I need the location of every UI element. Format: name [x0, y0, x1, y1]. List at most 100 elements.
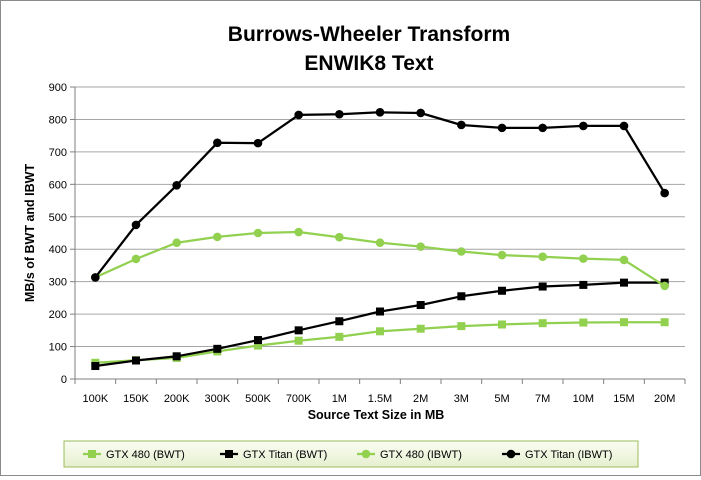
data-point: [457, 247, 466, 256]
series-line: [94, 111, 666, 279]
data-point: [660, 188, 669, 198]
x-tick-label: 700K: [286, 393, 312, 405]
x-tick-label: 10M: [573, 393, 594, 405]
legend-swatch-marker: [88, 450, 96, 458]
data-point: [619, 255, 629, 265]
data-point: [416, 242, 425, 251]
data-point: [497, 123, 507, 133]
data-point: [172, 238, 181, 248]
data-point: [457, 120, 466, 130]
data-point: [620, 278, 628, 287]
legend-box: [63, 440, 639, 468]
legend-entry: GTX 480 (IBWT): [357, 449, 462, 461]
y-tick-label: 200: [49, 309, 67, 321]
data-point: [172, 181, 181, 190]
y-tick-label: 600: [49, 179, 67, 191]
y-tick-labels: 0 100 200 300 400 500 600 700 800 900: [49, 82, 67, 386]
data-point: [375, 238, 385, 248]
data-point: [457, 292, 466, 301]
data-point: [335, 332, 344, 341]
data-point: [91, 273, 100, 282]
x-tick-label: 150K: [123, 393, 149, 405]
x-tick-label: 2M: [413, 393, 428, 405]
data-point: [416, 324, 425, 333]
series-layer: [91, 108, 669, 371]
y-tick-label: 300: [49, 277, 67, 289]
data-point: [579, 280, 588, 289]
data-point: [254, 341, 262, 350]
data-point: [376, 307, 384, 316]
chart-title-line-2: ENWIK8 Text: [304, 52, 433, 75]
data-point: [376, 327, 384, 336]
series-gtx-titan-ibwt: [91, 108, 669, 282]
data-point: [660, 281, 669, 291]
data-point: [172, 352, 181, 361]
data-point: [294, 227, 303, 237]
legend-entry: GTX Titan (BWT): [220, 449, 327, 461]
data-point: [375, 108, 385, 117]
data-point: [91, 362, 100, 371]
y-axis-title: MB/s of BWT and IBWT: [23, 164, 37, 303]
x-tick-label: 5M: [494, 393, 509, 405]
legend-swatch-marker: [506, 449, 516, 459]
data-point: [213, 232, 222, 242]
legend: GTX 480 (BWT) GTX Titan (BWT) GTX 480 (IBW…: [63, 440, 639, 468]
data-point: [416, 108, 425, 118]
legend-swatch-marker: [225, 450, 233, 458]
data-point: [213, 138, 222, 148]
data-point: [254, 336, 262, 345]
series-gtx-titan-bwt: [91, 278, 669, 371]
y-tick-label: 400: [49, 244, 67, 256]
data-point: [416, 301, 425, 310]
x-axis-title: Source Text Size in MB: [308, 408, 445, 422]
data-point: [620, 318, 628, 327]
x-tick-label: 15M: [613, 393, 634, 405]
legend-label: GTX 480 (BWT): [106, 449, 185, 461]
data-point: [253, 138, 263, 148]
data-point: [213, 344, 222, 353]
data-point: [335, 317, 344, 326]
data-point: [498, 320, 506, 329]
x-tick-label: 200K: [164, 393, 190, 405]
x-tick-label: 100K: [82, 393, 108, 405]
data-point: [538, 319, 547, 328]
data-point: [132, 356, 140, 365]
data-point: [498, 286, 506, 295]
legend-label: GTX 480 (IBWT): [380, 449, 462, 461]
data-point: [294, 326, 303, 335]
legend-entry: GTX Titan (IBWT): [502, 449, 612, 461]
data-point: [538, 282, 547, 291]
y-tick-label: 700: [49, 147, 67, 159]
data-point: [619, 121, 629, 131]
legend-entry: GTX 480 (BWT): [83, 449, 185, 461]
x-tick-label: 1M: [332, 393, 347, 405]
axes: [70, 86, 686, 384]
legend-swatch-marker: [361, 449, 371, 459]
series-line: [95, 281, 665, 368]
x-tick-label: 7M: [535, 393, 550, 405]
data-point: [579, 121, 588, 131]
x-tick-label: 500K: [245, 393, 271, 405]
series-gtx-480-ibwt: [91, 227, 669, 291]
data-point: [538, 252, 547, 261]
data-point: [131, 254, 141, 264]
x-tick-label: 1.5M: [368, 393, 392, 405]
data-point: [294, 336, 303, 345]
data-point: [335, 232, 344, 242]
data-point: [294, 110, 303, 120]
data-point: [579, 254, 588, 263]
data-point: [335, 109, 344, 119]
x-tick-label: 3M: [454, 393, 469, 405]
y-tick-label: 0: [61, 374, 67, 386]
data-point: [253, 228, 263, 238]
data-point: [131, 220, 141, 230]
data-point: [660, 318, 669, 327]
x-tick-labels: 100K 150K 200K 300K 500K 700K 1M 1.5M 2M 3M 5M 7M 10…: [82, 393, 675, 405]
y-tick-label: 500: [49, 212, 67, 224]
x-tick-label: 300K: [204, 393, 230, 405]
data-point: [538, 123, 547, 133]
legend-label: GTX Titan (IBWT): [525, 449, 612, 461]
data-point: [457, 322, 466, 331]
